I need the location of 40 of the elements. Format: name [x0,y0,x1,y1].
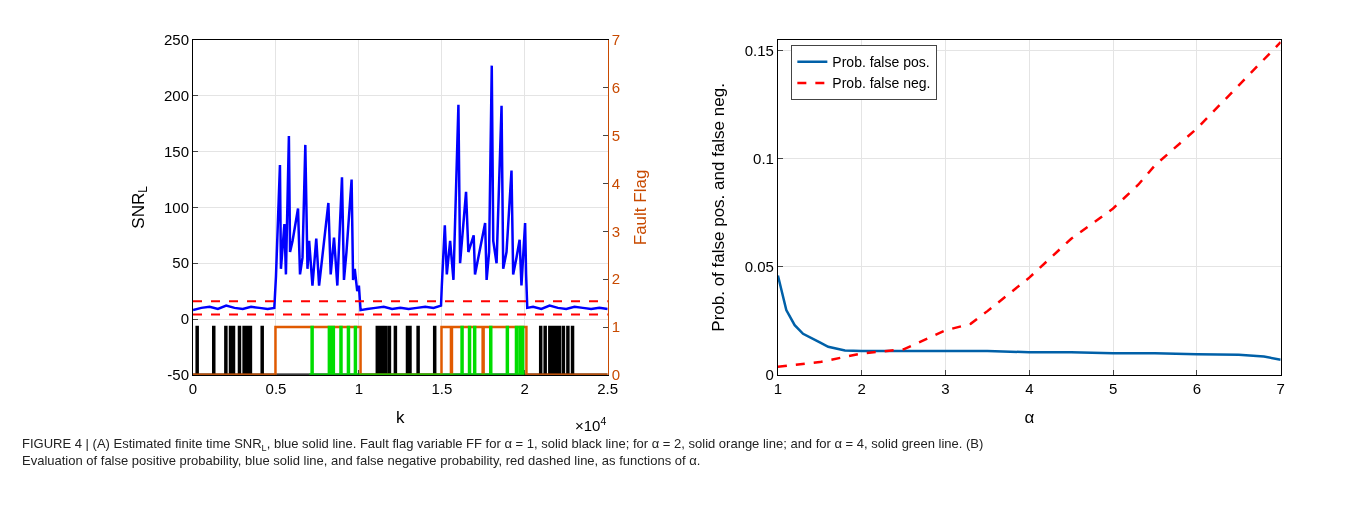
y2-tick-label: 5 [611,126,621,144]
legend-label: Prob. false pos. [832,54,930,71]
y-tick-label: 100 [164,198,190,216]
y-tick-label: 0.15 [744,42,774,60]
x-tick-label: 2 [520,379,529,397]
y2-tick-label: 1 [611,318,621,336]
y-tick-label: 0.1 [753,150,774,168]
legend-label: Prob. false neg. [832,75,931,92]
y-tick-label: 0.05 [744,258,774,276]
y-tick-label: 50 [172,254,190,272]
y-tick-label: 0 [765,366,774,384]
x-tick-label: 1 [354,379,364,397]
x-axis-title: k [396,408,406,428]
y-tick-label: 200 [164,87,190,105]
x-tick-label: 6 [1192,379,1202,397]
x-tick-label: 4 [1025,379,1034,397]
y2-tick-label: 4 [611,174,621,192]
x-tick-label: 7 [1276,379,1285,397]
y2-tick-label: 2 [611,270,621,288]
x-tick-label: 1 [773,379,783,397]
y-tick-label: 250 [164,31,190,49]
y2-tick-label: 6 [611,79,621,97]
y-axis-title: Prob. of false pos. and false neg. [709,83,729,332]
y-tick-label: 0 [180,310,190,328]
x-axis-title: α [1024,408,1035,428]
caption: FIGURE 4 | (A) Estimated finite time SNR$_{L}$, blue solid line. Fault flag variable FF for α = 1, solid black line; for α = 2, solid orange line; and for α = 4, solid green line. (B) Evaluation of false positive probability, blue solid line, and false negative probability, red dashed line, as functions of α. [22,436,984,468]
line-series [777,274,1281,361]
y2-tick-label: 3 [611,222,621,240]
x-tick-label: 1.5 [431,379,453,397]
y-tick-label: -50 [167,366,190,384]
text: ×10$^{4}$ [575,415,607,435]
y2-tick-label: 7 [611,31,621,49]
y2-axis-title: Fault Flag [631,169,651,246]
x-tick-label: 2 [857,379,866,397]
x-tick-label: 3 [941,379,950,397]
y-tick-label: 150 [164,142,190,160]
line-series [777,40,1281,369]
x-tick-label: 0.5 [265,379,287,397]
x-tick-label: 5 [1108,379,1118,397]
line-series [193,64,608,312]
